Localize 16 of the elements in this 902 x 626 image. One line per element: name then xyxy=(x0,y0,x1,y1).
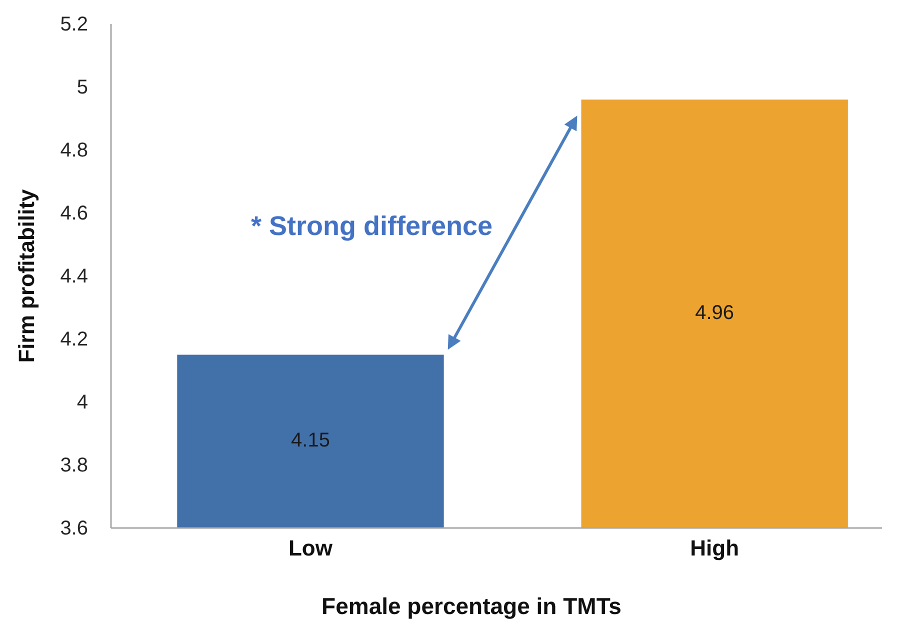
y-tick-label: 4.8 xyxy=(60,139,88,162)
y-tick-label: 3.6 xyxy=(60,517,88,540)
x-axis-title: Female percentage in TMTs xyxy=(322,593,622,619)
y-tick-label: 4.6 xyxy=(60,202,88,224)
data-label: 4.96 xyxy=(695,302,734,324)
y-tick-label: 5 xyxy=(76,76,88,98)
y-tick-label: 4.4 xyxy=(60,265,88,288)
y-tick-label: 5.2 xyxy=(60,13,88,36)
data-label: 4.15 xyxy=(291,430,330,452)
y-tick-label: 4.2 xyxy=(60,328,88,350)
y-tick-label: 3.8 xyxy=(60,454,88,476)
y-axis-title: Firm profitability xyxy=(14,188,39,363)
x-tick-label: Low xyxy=(288,536,334,561)
y-tick-label: 4 xyxy=(76,391,88,414)
annotation: * Strong difference xyxy=(250,210,493,241)
x-tick-label: High xyxy=(690,536,740,561)
